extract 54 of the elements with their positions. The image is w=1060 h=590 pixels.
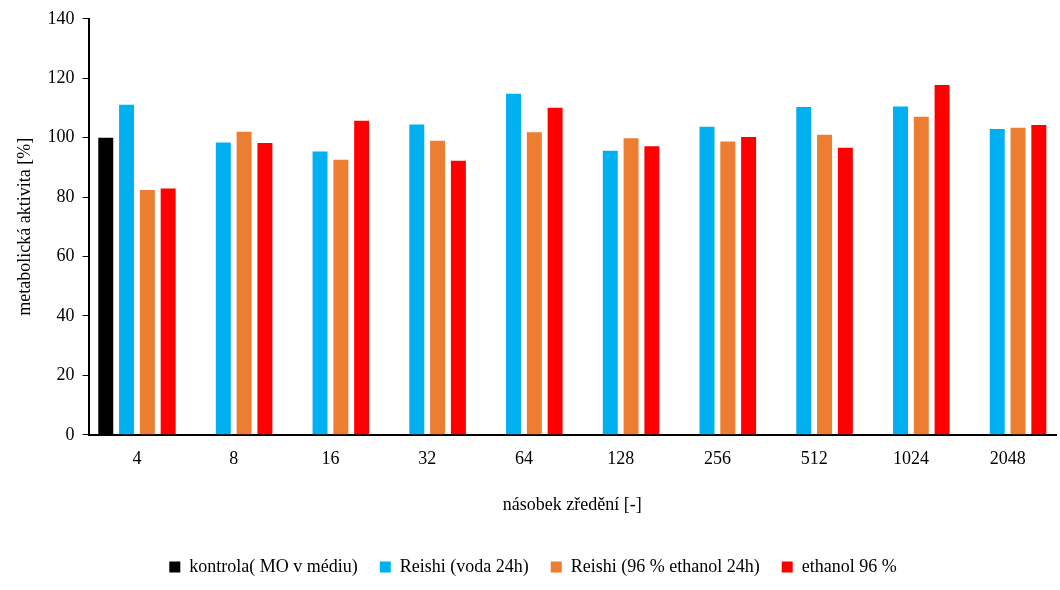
x-tick-label: 512 xyxy=(800,448,828,469)
bar xyxy=(817,134,833,435)
bar xyxy=(409,124,425,435)
y-tick-label: 40 xyxy=(56,304,75,325)
bar xyxy=(623,138,639,435)
bar xyxy=(1010,127,1026,435)
bar xyxy=(526,132,542,435)
bar xyxy=(119,104,135,435)
legend-label: ethanol 96 % xyxy=(801,555,897,576)
bar xyxy=(236,131,252,435)
x-tick-label: 16 xyxy=(321,448,340,469)
y-tick-label: 120 xyxy=(47,66,75,87)
y-tick-label: 100 xyxy=(47,126,75,147)
bar xyxy=(257,143,273,435)
x-tick-label: 32 xyxy=(418,448,437,469)
legend-label: kontrola( MO v médiu) xyxy=(189,555,358,577)
bar xyxy=(450,160,466,435)
bar xyxy=(796,107,812,435)
bar xyxy=(354,120,370,435)
x-tick-label: 2048 xyxy=(989,448,1026,469)
bar xyxy=(1031,124,1047,435)
bar xyxy=(506,93,522,435)
x-tick-label: 1024 xyxy=(892,448,929,469)
y-tick-label: 0 xyxy=(65,423,75,444)
bar xyxy=(989,129,1005,435)
bar xyxy=(160,188,176,435)
y-tick-label: 140 xyxy=(47,7,75,28)
bar xyxy=(215,142,231,435)
bar xyxy=(430,140,446,435)
bar xyxy=(741,137,757,435)
bar xyxy=(644,146,660,435)
x-tick-label: 4 xyxy=(132,448,142,469)
x-axis-title: násobek zředění [-] xyxy=(502,493,642,514)
bar xyxy=(602,150,618,435)
bar xyxy=(913,116,929,435)
legend-label: Reishi (96 % ethanol 24h) xyxy=(570,555,760,577)
bar xyxy=(720,141,736,435)
x-tick-label: 256 xyxy=(703,448,731,469)
y-axis-title: metabolická aktivita [%] xyxy=(13,137,34,316)
bar xyxy=(333,159,349,435)
bar xyxy=(893,106,908,435)
y-tick-label: 80 xyxy=(56,185,75,206)
bar xyxy=(934,85,950,435)
x-tick-label: 128 xyxy=(607,448,635,469)
y-tick-label: 20 xyxy=(56,364,75,385)
x-tick-label: 8 xyxy=(229,448,239,469)
bar xyxy=(139,189,155,435)
bar xyxy=(312,151,328,435)
bar xyxy=(547,107,563,435)
y-tick-label: 60 xyxy=(56,245,75,266)
bar xyxy=(837,147,853,435)
legend-label: Reishi (voda 24h) xyxy=(399,555,529,577)
x-tick-label: 64 xyxy=(514,448,533,469)
bar xyxy=(699,126,715,435)
